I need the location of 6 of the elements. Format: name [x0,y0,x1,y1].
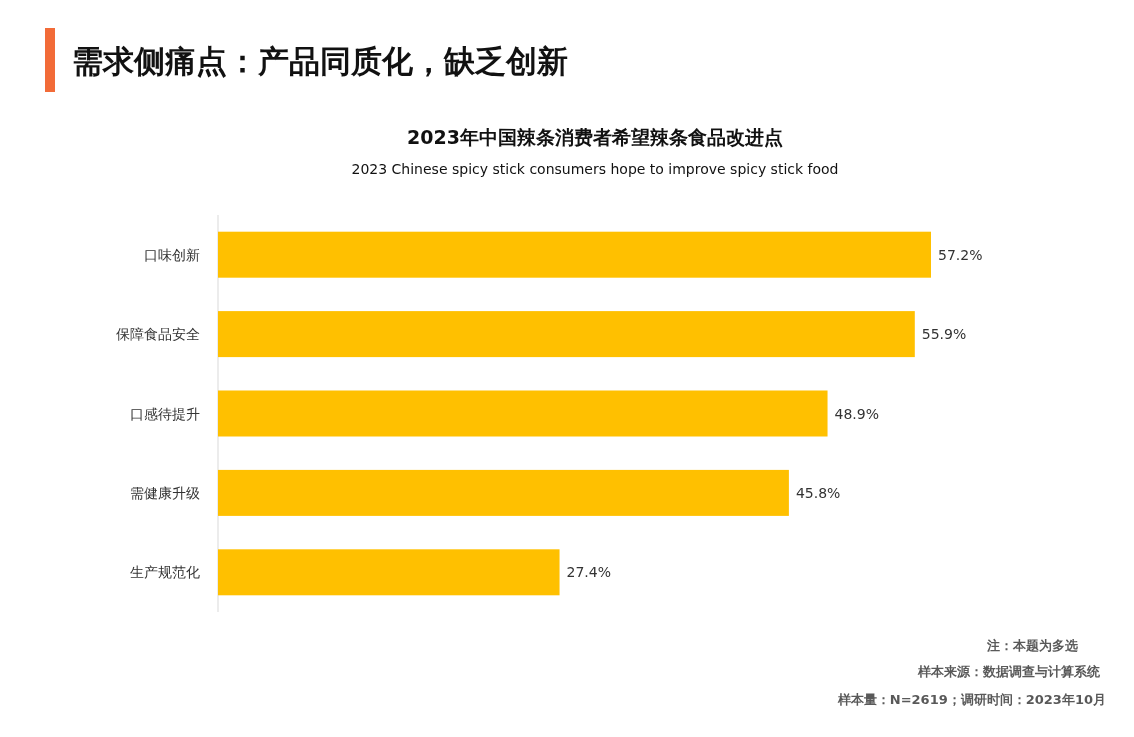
title: 2023年中国辣条消费者希望辣条食品改进点 [407,126,783,148]
annotation: 需求侧痛点：产品同质化，缺乏创新 [72,43,568,79]
subtitle: 2023 Chinese spicy stick consumers hope to improve spicy stick food [351,161,839,177]
annotation: 注：本题为多选 [987,638,1078,653]
annotation: 样本量：N=2619；调研时间：2023年10月 [837,692,1106,707]
annotation: 样本来源：数据调查与计算系统 [918,664,1100,679]
